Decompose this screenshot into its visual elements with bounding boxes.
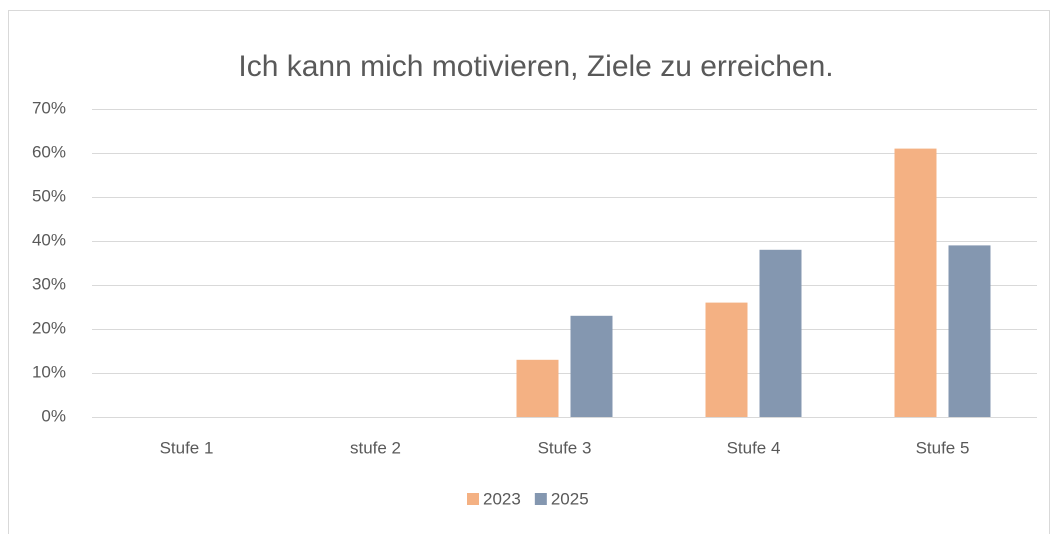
legend-label: 2023 bbox=[483, 489, 521, 508]
bar bbox=[759, 249, 802, 417]
y-tick-label: 50% bbox=[32, 186, 66, 205]
bar bbox=[705, 302, 748, 417]
y-tick-label: 60% bbox=[32, 142, 66, 161]
chart-title: Ich kann mich motivieren, Ziele zu errei… bbox=[238, 50, 833, 83]
bar bbox=[516, 359, 559, 417]
y-tick-label: 0% bbox=[41, 406, 66, 425]
x-tick-label: Stufe 5 bbox=[916, 438, 970, 457]
y-tick-label: 70% bbox=[32, 98, 66, 117]
x-tick-label: stufe 2 bbox=[350, 438, 401, 457]
y-tick-label: 20% bbox=[32, 318, 66, 337]
bar bbox=[894, 148, 937, 417]
legend-label: 2025 bbox=[551, 489, 589, 508]
bar bbox=[948, 245, 991, 417]
y-tick-label: 40% bbox=[32, 230, 66, 249]
legend-swatch bbox=[534, 493, 547, 505]
y-tick-label: 10% bbox=[32, 362, 66, 381]
x-tick-label: Stufe 1 bbox=[160, 438, 214, 457]
x-tick-label: Stufe 4 bbox=[727, 438, 781, 457]
legend-swatch bbox=[467, 493, 479, 505]
y-tick-label: 30% bbox=[32, 274, 66, 293]
bar bbox=[570, 315, 613, 417]
chart-border bbox=[8, 10, 1050, 534]
x-tick-label: Stufe 3 bbox=[538, 438, 592, 457]
